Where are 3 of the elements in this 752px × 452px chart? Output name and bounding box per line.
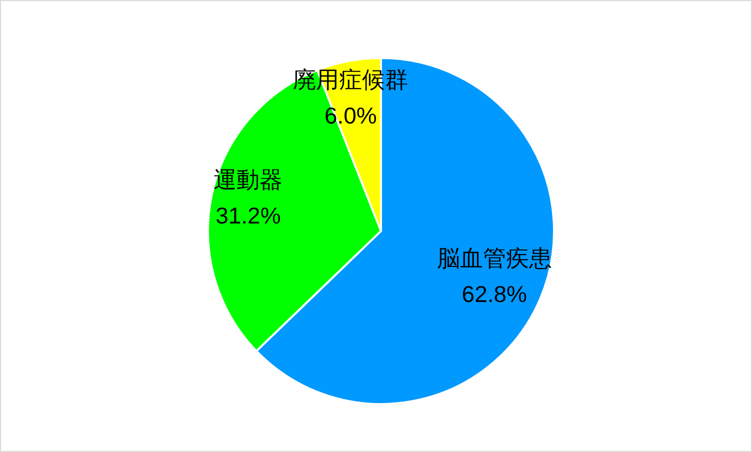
data-label: 62.8%: [462, 280, 528, 307]
slice-label: 脳血管疾患: [436, 244, 552, 271]
data-label: 31.2%: [216, 202, 281, 228]
